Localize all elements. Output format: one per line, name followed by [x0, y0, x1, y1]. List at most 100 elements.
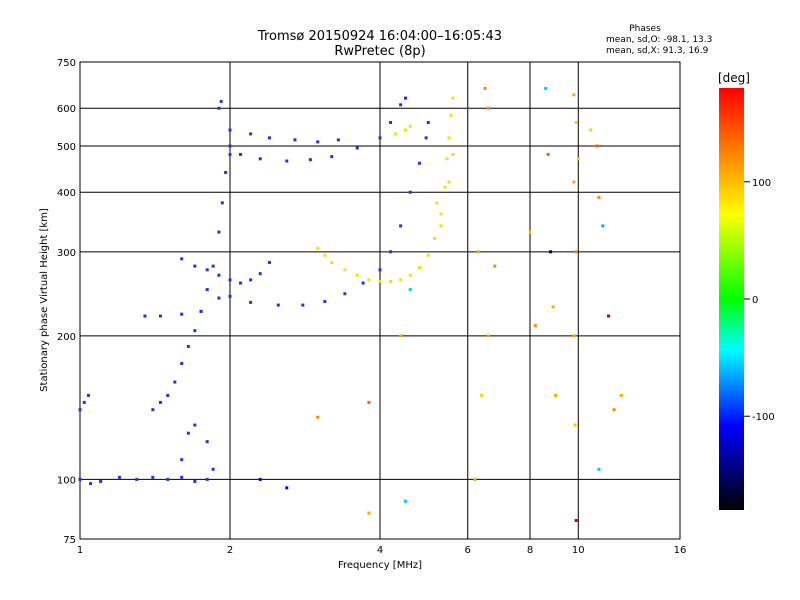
o-trace-point: [205, 288, 209, 292]
o-trace-point: [186, 344, 190, 348]
scatter-point: [316, 415, 320, 419]
o-trace-point: [117, 475, 121, 479]
scatter-point: [408, 288, 412, 292]
x-trace-point: [367, 278, 371, 282]
scatter-point: [367, 400, 371, 404]
x-trace-point: [443, 185, 447, 189]
o-trace-point: [267, 136, 271, 140]
x-trace-point: [433, 236, 437, 240]
o-trace-point: [308, 158, 312, 162]
o-trace-point: [336, 138, 340, 142]
x-tick-label: 1: [77, 545, 83, 556]
stats-heading: Phases: [629, 24, 661, 34]
x-trace-point: [394, 132, 398, 136]
o-trace-point: [249, 300, 253, 304]
y-tick-label: 750: [57, 58, 76, 69]
o-trace-point: [180, 475, 184, 479]
colorbar-tick-label: -100: [752, 412, 775, 423]
chart-subtitle: RwPretec (8p): [334, 44, 425, 59]
o-trace-point: [217, 230, 221, 234]
x-tick-label: 2: [227, 545, 233, 556]
o-trace-point: [258, 272, 262, 276]
scatter-point: [607, 314, 611, 318]
x-trace-point: [451, 96, 455, 100]
x-trace-point: [417, 266, 421, 270]
o-trace-point: [258, 157, 262, 161]
x-trace-point: [439, 224, 443, 228]
x-tick-label: 6: [465, 545, 471, 556]
o-trace-point: [180, 458, 184, 462]
scatter-point: [601, 224, 605, 228]
stats-o-line: mean, sd,O: -98.1, 13.3: [606, 35, 712, 45]
o-trace-point: [158, 314, 162, 318]
x-tick-label: 10: [572, 545, 585, 556]
scatter-point: [403, 499, 407, 503]
scatter-point: [533, 324, 537, 328]
o-trace-point: [323, 300, 327, 304]
scatter-point: [367, 511, 371, 515]
scatter-point: [258, 477, 262, 481]
o-trace-point: [180, 361, 184, 365]
o-trace-point: [426, 121, 430, 125]
scatter-point: [399, 334, 403, 338]
scatter-point: [574, 250, 578, 254]
x-trace-point: [403, 128, 407, 132]
x-trace-point: [316, 246, 320, 250]
o-trace-point: [180, 312, 184, 316]
x-trace-point: [435, 201, 439, 205]
y-tick-label: 600: [57, 104, 76, 115]
x-axis-label: Frequency [MHz]: [338, 560, 422, 571]
y-axis-label: Stationary phase Virtual Height [km]: [39, 208, 50, 392]
o-trace-point: [424, 136, 428, 140]
o-trace-point: [217, 296, 221, 300]
o-trace-point: [267, 260, 271, 264]
scatter-point: [572, 334, 576, 338]
x-trace-point: [408, 124, 412, 128]
x-tick-label: 4: [377, 545, 383, 556]
o-trace-point: [330, 155, 334, 159]
o-trace-point: [186, 431, 190, 435]
data-points: [78, 86, 623, 523]
o-trace-point: [249, 278, 253, 282]
o-trace-point: [228, 294, 232, 298]
x-trace-point: [343, 268, 347, 272]
o-trace-point: [249, 132, 253, 136]
stats-x-line: mean, sd,X: 91.3, 16.9: [606, 46, 709, 56]
x-trace-point: [439, 212, 443, 216]
o-trace-point: [285, 159, 289, 163]
x-trace-point: [378, 279, 382, 283]
o-trace-point: [224, 170, 228, 174]
o-trace-point: [217, 106, 221, 110]
o-trace-point: [378, 136, 382, 140]
o-trace-point: [193, 479, 197, 483]
o-trace-point: [193, 329, 197, 333]
o-trace-point: [389, 121, 393, 125]
o-trace-point: [228, 152, 232, 156]
o-trace-point: [343, 292, 347, 296]
o-trace-point: [143, 314, 147, 318]
x-tick-label: 16: [674, 545, 687, 556]
o-trace-point: [86, 393, 90, 397]
x-trace-point: [330, 260, 334, 264]
y-tick-label: 400: [57, 188, 76, 199]
x-trace-point: [451, 152, 455, 156]
o-trace-point: [199, 309, 203, 313]
o-trace-point: [78, 408, 82, 412]
x-tick-label: 8: [527, 545, 533, 556]
o-trace-point: [151, 408, 155, 412]
colorbar-ticks: 100 0 -100: [744, 178, 775, 423]
o-trace-point: [205, 268, 209, 272]
o-trace-point: [89, 482, 93, 486]
o-trace-point: [378, 268, 382, 272]
x-trace-point: [323, 253, 327, 257]
o-trace-point: [361, 281, 365, 285]
y-tick-label: 500: [57, 142, 76, 153]
o-trace-point: [166, 393, 170, 397]
scatter-point: [285, 486, 289, 490]
o-trace-point: [78, 477, 82, 481]
x-trace-point: [426, 253, 430, 257]
o-trace-point: [219, 99, 223, 103]
o-trace-point: [158, 400, 162, 404]
axis-ticks: 1 2 4 6 8 10 16 75 100 200 300 400 500 600 750: [57, 58, 686, 556]
